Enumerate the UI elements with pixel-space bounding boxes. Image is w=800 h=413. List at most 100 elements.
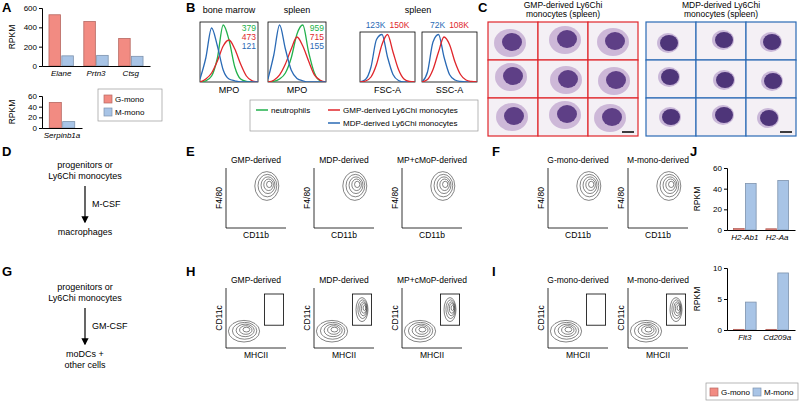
flow-axes	[628, 168, 688, 228]
y-axis-title: F4/80	[214, 187, 224, 209]
cytoplasm	[757, 108, 779, 128]
cell-frame	[538, 22, 588, 60]
tick: 20	[713, 205, 727, 214]
y-axis-title: CD11c	[536, 305, 546, 331]
bar	[778, 273, 789, 330]
tick-label: 60	[28, 92, 37, 101]
nucleus	[715, 32, 733, 48]
axis-line	[43, 66, 151, 67]
cytoplasm	[495, 63, 527, 91]
plot-area	[49, 102, 74, 128]
flow-title: MDP-derived	[319, 155, 369, 165]
x-axis: Serpinb1a	[43, 128, 83, 140]
micrograph-grid: MDP-derived Ly6Chimonocytes (spleen)	[646, 0, 796, 136]
micrograph-grid: GMP-derived Ly6Chimonocytes (spleen)	[488, 0, 638, 136]
cytoplasm	[594, 104, 626, 132]
legend-frame	[706, 383, 798, 400]
cell-frame	[488, 22, 538, 60]
contour	[255, 172, 279, 201]
plot-area	[360, 35, 415, 83]
contour	[577, 172, 601, 201]
legend-frame	[250, 100, 478, 131]
cell-frame	[746, 60, 796, 98]
contour	[236, 324, 254, 337]
cytoplasm	[658, 67, 680, 87]
micrograph-cell	[538, 60, 588, 98]
histogram-curve	[268, 25, 326, 82]
annotation: 150K	[390, 20, 410, 30]
contour	[638, 324, 656, 337]
tick: 200	[24, 43, 42, 52]
contour	[451, 305, 454, 310]
tick: Cd209a	[763, 330, 792, 342]
contour	[431, 172, 455, 201]
contour	[404, 320, 435, 342]
cytoplasm	[494, 29, 526, 57]
tick-mark	[39, 47, 42, 48]
histogram: MPO959715155	[268, 22, 326, 95]
tick-mark	[39, 128, 42, 129]
bar-chart: 0204060Serpinb1aRPKM	[7, 92, 83, 140]
plot-area	[422, 35, 477, 83]
plot-area	[49, 15, 143, 66]
cell-frame	[538, 98, 588, 136]
tick: 60	[28, 92, 42, 101]
panel-letter: E	[186, 144, 195, 159]
axis-line	[39, 9, 43, 67]
contour	[672, 300, 681, 319]
x-axis: ElanePrtn3Ctsg	[43, 66, 151, 78]
legend: neutrophilsGMP-derived Ly6Chi monocytesM…	[250, 100, 478, 131]
tick: 0	[718, 326, 727, 335]
annotation-row: 72K108K	[430, 20, 469, 30]
x-axis-title: MPO	[287, 85, 308, 95]
flow-title: MDP-derived	[319, 275, 369, 285]
annotation: 72K	[430, 20, 445, 30]
y-axis: 0510	[713, 264, 727, 335]
x-axis: H2-Ab1H2-Aa	[728, 230, 796, 242]
nucleus	[661, 69, 679, 85]
tick: 10	[713, 264, 727, 273]
contour	[412, 324, 430, 337]
y-axis-title: F4/80	[536, 187, 546, 209]
legend-label: M-mono	[764, 388, 794, 397]
x-axis-title: CD11b	[645, 230, 671, 240]
flow-axes	[548, 168, 608, 228]
diagram-text: macrophages	[58, 227, 113, 237]
tick: 0	[718, 226, 727, 235]
contour	[228, 320, 259, 342]
flow-title: MP+cMoP-derived	[397, 155, 467, 165]
contour	[434, 174, 453, 196]
cytoplasm	[760, 32, 782, 52]
x-axis-title: SSC-A	[436, 85, 464, 95]
category-label: Elane	[51, 69, 72, 78]
contour	[630, 320, 661, 342]
micrograph-cell	[646, 98, 696, 136]
bar	[62, 56, 74, 66]
micrograph-cell	[696, 98, 746, 136]
tick-mark	[39, 66, 42, 67]
legend-label: G-mono	[721, 388, 750, 397]
micrograph-cell	[646, 60, 696, 98]
panel-letter: B	[186, 0, 195, 15]
micrograph-cell	[488, 22, 538, 60]
bar	[97, 55, 109, 66]
plot-frame	[268, 22, 326, 82]
contour	[355, 181, 360, 187]
contour	[352, 179, 362, 191]
bar	[119, 38, 131, 66]
nucleus	[502, 33, 522, 51]
annotation: 121	[242, 41, 256, 51]
cell-frame	[646, 98, 696, 136]
bar-chart: 0204060H2-Ab1H2-AaRPKM	[692, 164, 796, 242]
bar	[733, 228, 744, 230]
tick: 20	[28, 113, 42, 122]
flow-title: M-mono-derived	[627, 155, 689, 165]
contour	[657, 172, 681, 201]
tick-mark	[39, 96, 42, 97]
cytoplasm	[659, 107, 681, 127]
category-label: H2-Aa	[766, 233, 789, 242]
scale-bar	[780, 131, 792, 133]
flow-plot: MDP-derivedCD11bF4/80	[302, 155, 374, 240]
gate	[666, 294, 685, 325]
x-axis-title: FSC-A	[374, 85, 401, 95]
